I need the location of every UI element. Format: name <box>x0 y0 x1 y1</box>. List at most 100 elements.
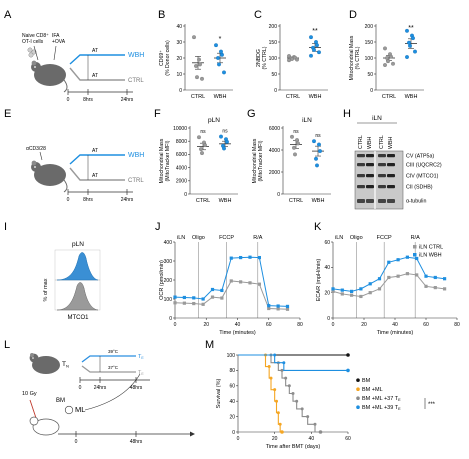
data-point <box>276 304 280 308</box>
annotation: FCCP <box>377 235 392 241</box>
y-label-line-2: (% Donor cells) <box>165 40 171 76</box>
hist-ylabel: % of max <box>43 278 49 301</box>
blot-lane-label: WBH <box>367 136 373 149</box>
data-point <box>359 287 363 291</box>
data-point <box>201 302 205 306</box>
data-point <box>200 76 204 81</box>
data-point <box>391 61 395 66</box>
survival-marker <box>275 399 278 403</box>
category-label: CTRL <box>286 94 300 100</box>
data-point <box>377 277 382 281</box>
bar-chart-title: iLN <box>302 117 312 124</box>
survival-marker <box>273 388 277 392</box>
data-point <box>407 40 411 45</box>
blot-band <box>378 199 386 203</box>
x-tick-label: 40 <box>235 322 241 328</box>
x-tick-label: 60 <box>266 322 272 328</box>
data-point <box>387 275 391 280</box>
data-point <box>424 274 428 278</box>
x-tick-label: 0 <box>237 436 240 442</box>
western-blot-H: iLN CTRL WBH CTRL WBH CV (ATP5a)CIII (UQCRC… <box>354 115 442 210</box>
category-label: CTRL <box>196 198 210 204</box>
x-tick-label: 60 <box>345 436 351 442</box>
data-point <box>350 289 354 293</box>
a-mouse-icon <box>31 60 68 93</box>
y-tick-label: 40 <box>176 24 182 30</box>
y-tick-label: 40 <box>229 399 235 405</box>
survival-marker <box>291 392 295 395</box>
l-ml-label: ML <box>75 405 85 414</box>
blot-band <box>378 185 386 189</box>
bar-chart-G: 0 2000 4000 6000 Mitochondrial Mass (MitoTrac… <box>252 117 331 204</box>
y-tick-label: 50 <box>271 72 277 78</box>
svg-text:39°C: 39°C <box>108 349 119 354</box>
panel-label-K: K <box>314 221 322 233</box>
y-tick-label: 6000 <box>176 152 187 158</box>
survival-marker <box>273 353 277 357</box>
data-point <box>199 147 203 152</box>
y-tick-label: 30 <box>176 40 182 46</box>
series-line <box>174 280 288 310</box>
survival-marker <box>282 361 286 365</box>
hist-title: pLN <box>72 241 84 248</box>
blot-band <box>357 199 365 203</box>
blot-band <box>366 163 374 167</box>
svg-text:0: 0 <box>75 439 78 445</box>
data-point <box>408 43 412 48</box>
y-axis-label: ECAR (mpH/min) <box>316 259 322 302</box>
y-tick-label: 0 <box>370 88 373 94</box>
y-tick-label: 0 <box>184 192 187 198</box>
data-point <box>248 255 252 259</box>
y-tick-label: 10000 <box>173 126 187 132</box>
data-point <box>287 58 291 63</box>
data-point <box>219 134 223 139</box>
data-point <box>411 36 415 41</box>
l-te-label-37: TE <box>138 370 144 376</box>
schematic-E: αCD3/28 0 8hrs 24hrs AT AT WBH CTRL <box>26 146 144 203</box>
data-point <box>257 282 261 286</box>
significance-label: *** <box>428 402 436 408</box>
e-time-24h: 24hrs <box>121 197 134 203</box>
schematic-A: Naive CD8⁺ OT-I cells IFA +OVA 0 8hrs 24… <box>22 33 144 103</box>
data-point <box>276 307 280 311</box>
category-label: CTRL <box>289 198 303 204</box>
bar-chart-title: pLN <box>208 117 220 124</box>
svg-text:37°C: 37°C <box>108 365 119 370</box>
data-point <box>229 256 233 260</box>
data-point <box>173 295 177 299</box>
category-label: CTRL <box>191 94 205 100</box>
legend-marker <box>413 253 417 257</box>
data-point <box>315 163 319 168</box>
y-tick-label: 60 <box>229 384 235 390</box>
survival-marker <box>300 407 304 411</box>
blot-band <box>387 163 395 167</box>
annotation: FCCP <box>219 235 234 241</box>
category-label: WBH <box>405 94 418 100</box>
annotation: R/A <box>411 235 421 241</box>
data-point <box>285 307 290 311</box>
data-point <box>312 139 316 144</box>
e-ctrl-path <box>69 167 125 181</box>
data-point <box>203 143 207 148</box>
data-point <box>317 142 321 147</box>
data-point <box>359 294 363 299</box>
y-tick-label: 10 <box>176 72 182 78</box>
y-tick-label: 100 <box>227 353 236 359</box>
legend-marker <box>413 245 417 249</box>
legend-label: iLN WBH <box>419 253 442 259</box>
bar-chart-D: 0 50 100 150 200 Mitochondrial Mass (% CTRL) CT… <box>349 24 424 100</box>
data-point <box>317 50 321 55</box>
survival-marker <box>280 430 284 434</box>
data-point <box>350 293 354 297</box>
category-label: WBH <box>214 94 227 100</box>
data-point <box>389 54 393 59</box>
e-time-0: 0 <box>67 197 70 203</box>
significance-label: ns <box>200 129 206 135</box>
data-point <box>405 272 409 276</box>
l-ml-icon <box>64 405 74 415</box>
y-tick-label: 200 <box>365 24 374 30</box>
survival-marker <box>284 376 288 380</box>
data-point <box>292 145 296 150</box>
